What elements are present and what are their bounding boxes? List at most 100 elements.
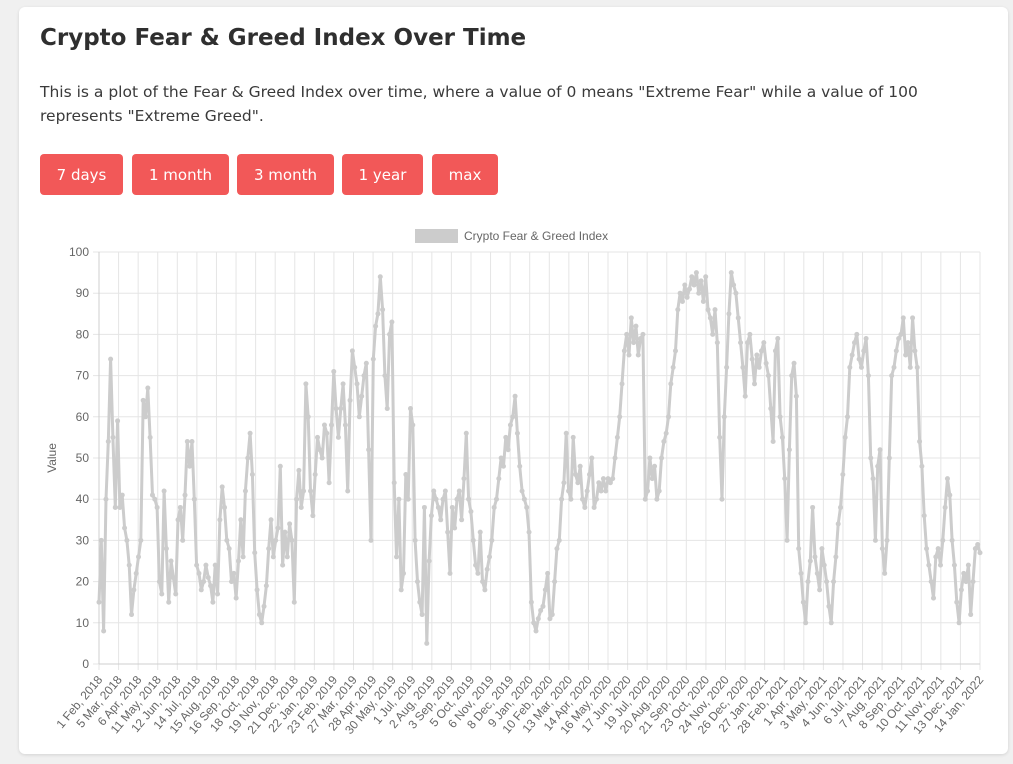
data-point: [317, 447, 323, 453]
data-point: [187, 463, 193, 469]
data-point: [180, 537, 186, 543]
data-point: [280, 562, 286, 568]
data-point: [682, 282, 688, 288]
data-point: [733, 290, 739, 296]
data-point: [493, 496, 499, 502]
data-point: [763, 360, 769, 366]
data-point: [784, 537, 790, 543]
data-point: [547, 616, 553, 622]
y-tick-label: 40: [76, 492, 90, 506]
data-point: [510, 414, 516, 420]
data-point: [896, 336, 902, 342]
data-point: [907, 364, 913, 370]
data-point: [145, 385, 151, 391]
data-point: [291, 599, 297, 605]
data-point: [473, 562, 479, 568]
data-point: [228, 579, 234, 585]
data-point: [147, 434, 153, 440]
range-3-month-button[interactable]: 3 month: [237, 154, 334, 195]
data-point: [559, 496, 565, 502]
data-point: [349, 348, 355, 354]
data-point: [700, 298, 706, 304]
data-point: [738, 340, 744, 346]
data-point: [956, 620, 962, 626]
data-point: [259, 620, 265, 626]
data-point: [659, 455, 665, 461]
data-point: [273, 537, 279, 543]
data-point: [96, 599, 102, 605]
data-point: [931, 595, 937, 601]
data-point: [535, 616, 541, 622]
data-point: [382, 373, 388, 379]
data-point: [194, 562, 200, 568]
data-point: [958, 587, 964, 593]
data-point: [480, 579, 486, 585]
data-point: [638, 336, 644, 342]
data-point: [359, 393, 365, 399]
data-point: [675, 307, 681, 313]
data-point: [800, 599, 806, 605]
data-point: [798, 570, 804, 576]
data-point: [717, 434, 723, 440]
data-point: [284, 554, 290, 560]
data-point: [782, 476, 788, 482]
data-point: [696, 290, 702, 296]
data-point: [591, 504, 597, 510]
data-point: [421, 504, 427, 510]
data-point: [856, 356, 862, 362]
data-point: [703, 274, 709, 280]
data-point: [542, 587, 548, 593]
data-point: [168, 558, 174, 564]
data-point: [677, 290, 683, 296]
data-point: [870, 476, 876, 482]
data-point: [705, 307, 711, 313]
data-point: [122, 525, 128, 531]
data-point: [517, 463, 523, 469]
data-point: [607, 480, 613, 486]
data-point: [735, 315, 741, 321]
data-point: [387, 331, 393, 337]
range-1-year-button[interactable]: 1 year: [342, 154, 423, 195]
data-point: [321, 422, 327, 428]
data-point: [603, 488, 609, 494]
data-point: [872, 537, 878, 543]
data-point: [138, 537, 144, 543]
data-point: [791, 360, 797, 366]
data-point: [689, 274, 695, 280]
data-point: [182, 492, 188, 498]
data-point: [261, 603, 267, 609]
data-point: [928, 579, 934, 585]
data-point: [724, 364, 730, 370]
data-point: [287, 521, 293, 527]
data-point: [970, 579, 976, 585]
data-point: [619, 381, 625, 387]
data-point: [191, 496, 197, 502]
data-point: [170, 574, 176, 580]
data-point: [786, 447, 792, 453]
data-point: [805, 579, 811, 585]
data-point: [115, 418, 121, 424]
data-point: [749, 356, 755, 362]
data-point: [177, 504, 183, 510]
data-point: [131, 587, 137, 593]
data-point: [101, 628, 107, 634]
data-point: [424, 640, 430, 646]
data-point: [772, 348, 778, 354]
data-point: [303, 381, 309, 387]
legend-swatch: [415, 229, 458, 243]
range-7-days-button[interactable]: 7 days: [40, 154, 123, 195]
data-point: [949, 537, 955, 543]
data-point: [826, 603, 832, 609]
data-point: [819, 546, 825, 552]
data-point: [624, 331, 630, 337]
data-point: [217, 517, 223, 523]
range-1-month-button[interactable]: 1 month: [132, 154, 229, 195]
data-point: [842, 434, 848, 440]
data-point: [742, 393, 748, 399]
data-point: [884, 537, 890, 543]
range-max-button[interactable]: max: [432, 154, 498, 195]
data-point: [142, 414, 148, 420]
data-point: [407, 406, 413, 412]
data-point: [126, 562, 132, 568]
